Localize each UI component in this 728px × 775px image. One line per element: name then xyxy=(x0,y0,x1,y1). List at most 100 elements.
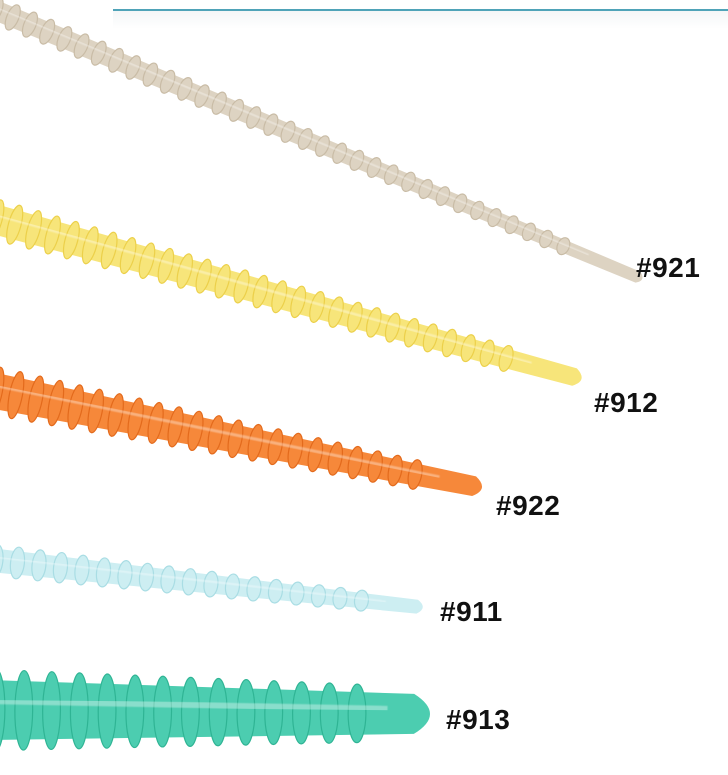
product-label-911: #911 xyxy=(440,596,503,627)
rod-ridge xyxy=(403,317,420,348)
rod-ridge xyxy=(214,264,231,299)
rod-ridge xyxy=(470,200,485,221)
rod-ridge xyxy=(504,215,519,235)
rod-ridge xyxy=(487,208,502,228)
rod-ridge xyxy=(247,423,264,462)
rod-ridge xyxy=(290,285,307,319)
rod-highlight xyxy=(0,212,532,365)
rod-ridge xyxy=(87,388,105,434)
rod-ridge xyxy=(21,11,39,38)
rod-ridge xyxy=(125,674,145,749)
rod-ridge xyxy=(90,40,107,66)
rod-ridge xyxy=(0,543,4,578)
rod-ridge xyxy=(319,682,339,744)
rod-ridge xyxy=(539,229,554,249)
rod-ridge xyxy=(271,280,288,314)
rod-ridge xyxy=(366,157,382,178)
rod-ridge xyxy=(289,581,305,606)
rod-ridge xyxy=(347,683,367,744)
rod-ridge xyxy=(97,673,117,749)
rod-ridge xyxy=(194,84,210,108)
rod-ridge xyxy=(328,296,344,328)
rod-ridge xyxy=(233,269,250,304)
rod-ridge xyxy=(332,142,348,164)
rod-ridge xyxy=(208,677,228,747)
rod-ridge xyxy=(383,164,399,186)
rod-ridge xyxy=(159,69,176,94)
product-label-922: #922 xyxy=(496,490,561,521)
rod-ridge xyxy=(195,258,212,294)
rod-ridge xyxy=(180,676,200,747)
header-rule xyxy=(113,9,728,11)
rod-ridge xyxy=(108,47,124,73)
rod-ridge xyxy=(441,328,458,358)
rod-ridge xyxy=(27,375,45,423)
rod-ridge xyxy=(332,586,348,610)
rod-ridge xyxy=(47,379,65,427)
rod-ridge xyxy=(81,226,99,265)
rod-ridge xyxy=(387,454,403,487)
rod-ridge xyxy=(125,55,142,80)
rod-ridge xyxy=(119,237,137,275)
rod-ridge xyxy=(267,578,284,604)
rod-ridge xyxy=(460,334,476,363)
rod-ridge xyxy=(69,672,89,750)
rod-ridge xyxy=(267,428,284,466)
rod-ridge xyxy=(207,415,224,455)
rod-ridge xyxy=(142,62,159,87)
rod-ridge xyxy=(95,557,112,588)
rod-ridge xyxy=(521,222,537,242)
rod-ridge xyxy=(160,565,176,594)
rod-ridge xyxy=(418,178,433,200)
rod-ridge xyxy=(452,193,468,214)
rod-ridge xyxy=(236,679,256,746)
rod-ridge xyxy=(52,551,69,584)
rod-921 xyxy=(0,0,643,283)
rod-ridge xyxy=(0,0,4,24)
rod-911 xyxy=(0,543,423,614)
rod-ridge xyxy=(347,301,363,333)
rod-ridge xyxy=(384,312,401,343)
rod-ridge xyxy=(74,554,90,586)
rod-ridge xyxy=(365,307,382,338)
rod-ridge xyxy=(4,4,21,31)
rod-ridge xyxy=(0,199,5,240)
rod-highlight xyxy=(0,4,589,256)
rod-ridge xyxy=(224,573,241,600)
rod-ridge xyxy=(25,210,43,250)
rod-ridge xyxy=(245,106,262,129)
rod-ridge xyxy=(147,401,164,444)
rod-922 xyxy=(0,366,482,497)
rod-ridge xyxy=(31,549,47,582)
rod-ridge xyxy=(309,291,326,323)
rod-highlight xyxy=(0,555,386,603)
rod-ridge xyxy=(353,589,370,612)
rod-ridge xyxy=(176,253,194,289)
rod-ridge xyxy=(264,680,284,746)
rod-ridge xyxy=(62,220,80,260)
rod-highlight xyxy=(0,383,440,479)
rod-ridge xyxy=(310,584,327,608)
rod-ridge xyxy=(43,215,62,255)
rod-ridge xyxy=(14,669,34,751)
rod-912 xyxy=(0,199,582,386)
rod-ridge xyxy=(227,419,244,459)
rod-ridge xyxy=(0,668,6,752)
rod-ridge xyxy=(291,681,311,745)
rod-ridge xyxy=(407,459,423,490)
rod-ridge xyxy=(138,562,155,592)
rod-ridge xyxy=(327,441,344,476)
rod-ridge xyxy=(138,242,156,279)
rod-ridge xyxy=(117,560,133,590)
rod-highlight xyxy=(0,698,388,712)
product-label-913: #913 xyxy=(446,704,511,735)
product-label-912: #912 xyxy=(594,387,659,418)
rod-ridge xyxy=(498,344,514,372)
rod-ridge xyxy=(287,432,304,469)
rod-ridge xyxy=(349,149,365,171)
rod-ridge xyxy=(177,77,193,101)
rod-ridge xyxy=(157,247,175,284)
rod-ridge xyxy=(127,397,144,441)
rod-ridge xyxy=(211,91,227,115)
rod-ridge xyxy=(252,274,269,309)
